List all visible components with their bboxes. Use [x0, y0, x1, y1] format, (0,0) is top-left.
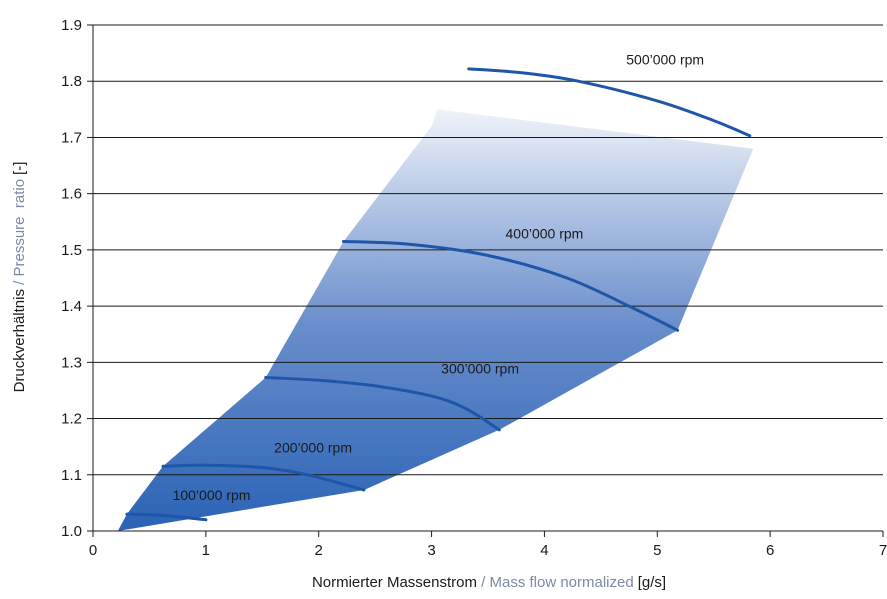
y-axis-title: Druckverhältnis / Pressure ratio [-] [11, 162, 28, 393]
speed-labels-layer: 100’000 rpm 200’000 rpm 300’000 rpm 400’000… [173, 51, 705, 503]
x-axis-title-unit: [g/s] [638, 574, 666, 591]
map-region-layer [117, 109, 754, 532]
y-axis-title-unit: [-] [11, 162, 28, 175]
x-tick-label: 5 [653, 542, 661, 559]
y-tick-label: 1.6 [61, 186, 82, 203]
x-tick-label: 6 [766, 542, 774, 559]
y-axis-title-separator: / [11, 277, 28, 290]
speed-label: 400’000 rpm [506, 226, 584, 242]
y-tick-label: 1.5 [61, 242, 82, 259]
x-tick-label: 7 [879, 542, 887, 559]
x-tick-label: 4 [540, 542, 548, 559]
speed-label: 200’000 rpm [274, 439, 352, 455]
speed-label: 300’000 rpm [441, 361, 519, 377]
y-tick-label: 1.0 [61, 523, 82, 540]
y-tick-label: 1.1 [61, 467, 82, 484]
y-tick-label: 1.2 [61, 411, 82, 428]
speed-label: 500’000 rpm [626, 51, 704, 67]
y-axis-title-primary: Druckverhältnis [11, 289, 28, 392]
x-axis-title-primary: Normierter Massenstrom [312, 574, 477, 591]
x-tick-label: 2 [315, 542, 323, 559]
speed-line [467, 67, 752, 138]
x-axis-title: Normierter Massenstrom / Mass flow norma… [312, 574, 666, 591]
grid-layer [93, 24, 883, 476]
speed-curves-layer [125, 67, 752, 522]
speed-line [161, 463, 366, 492]
x-tick-label: 3 [427, 542, 435, 559]
speed-line [264, 376, 501, 432]
operating-map-region [117, 109, 754, 532]
y-tick-label: 1.8 [61, 73, 82, 90]
y-tick-label: 1.9 [61, 17, 82, 34]
speed-label: 100’000 rpm [173, 487, 251, 503]
y-tick-label: 1.4 [61, 298, 82, 315]
x-tick-label: 1 [202, 542, 210, 559]
y-tick-label: 1.7 [61, 129, 82, 146]
speed-line [125, 512, 208, 522]
x-tick-label: 0 [89, 542, 97, 559]
speed-line [342, 240, 680, 332]
y-tick-label: 1.3 [61, 354, 82, 371]
y-axis-title-secondary: Pressure ratio [11, 179, 28, 277]
x-axis-title-separator: / [477, 574, 490, 591]
axis-layer: 1.0 1.1 1.2 1.3 1.4 1.5 1.6 1.7 1.8 1.9 0 1 2 3 4 5 6 7 [61, 17, 887, 559]
x-axis-title-secondary: Mass flow normalized [489, 574, 633, 591]
